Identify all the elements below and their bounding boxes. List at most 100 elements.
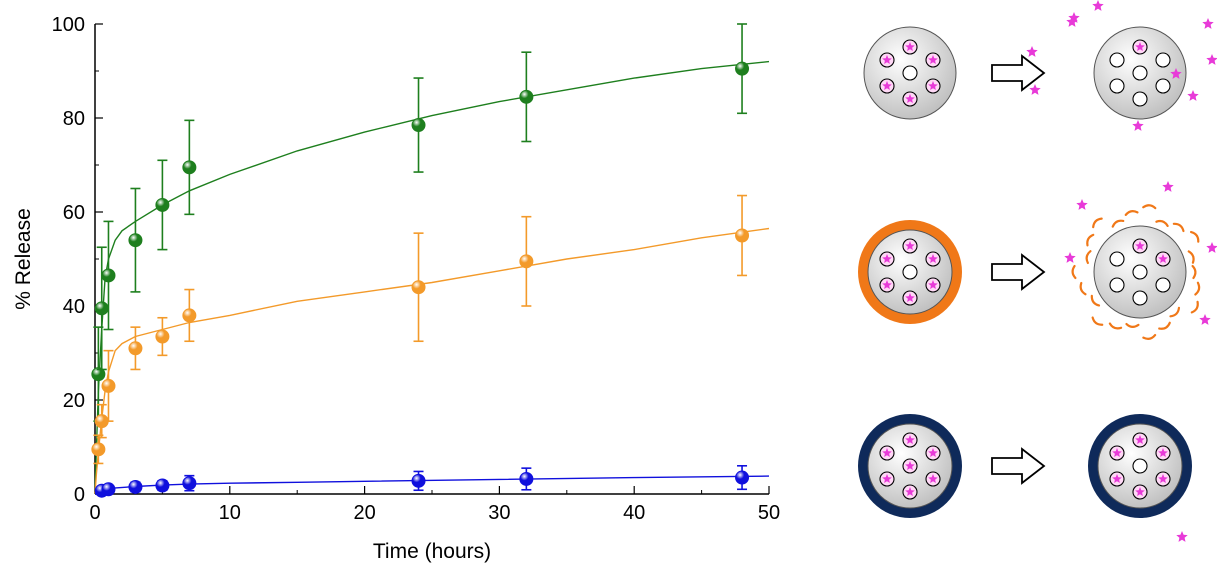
drug-star-icon bbox=[1158, 474, 1168, 483]
drug-star-icon bbox=[882, 254, 892, 263]
drug-star-icon bbox=[1135, 42, 1145, 51]
data-point bbox=[101, 482, 116, 497]
coating-fragment bbox=[1091, 316, 1104, 326]
pore bbox=[902, 65, 918, 81]
drug-star-icon bbox=[1187, 90, 1199, 101]
pore bbox=[1132, 65, 1148, 81]
particle-before bbox=[858, 220, 962, 324]
data-point bbox=[735, 61, 750, 76]
coating-fragment bbox=[1108, 322, 1123, 330]
fit-curve bbox=[94, 60, 770, 495]
y-tick-label: 80 bbox=[63, 108, 85, 130]
drug-star-icon bbox=[1199, 314, 1211, 325]
y-tick-label: 0 bbox=[74, 484, 85, 506]
data-point bbox=[182, 308, 197, 323]
release-chart: 0 10 20 30 40 50 0 20 40 60 80 100 Time (hours) % R… bbox=[12, 14, 781, 563]
y-tick-label: 40 bbox=[63, 296, 85, 318]
drug-star-icon bbox=[905, 435, 915, 444]
drug-star-icon bbox=[1206, 242, 1217, 253]
schematic-row-3 bbox=[858, 414, 1192, 542]
drug-star-icon bbox=[928, 280, 938, 289]
particle-after bbox=[1088, 414, 1192, 518]
series-0 bbox=[91, 23, 770, 495]
coating-fragment bbox=[1125, 322, 1140, 328]
pore bbox=[1109, 251, 1125, 267]
data-point bbox=[128, 341, 143, 356]
drug-star-icon bbox=[1112, 474, 1122, 483]
drug-star-icon bbox=[1170, 68, 1182, 79]
coating-fragment bbox=[1158, 321, 1171, 330]
drug-star-icon bbox=[1206, 54, 1217, 65]
pore bbox=[1155, 277, 1171, 293]
x-axis-label: Time (hours) bbox=[373, 540, 491, 563]
coating-fragment bbox=[1111, 219, 1125, 228]
pore bbox=[1109, 52, 1125, 68]
coating-fragment bbox=[1071, 264, 1077, 280]
drug-star-icon bbox=[1158, 448, 1168, 457]
x-tick-label: 20 bbox=[353, 502, 375, 524]
drug-star-icon bbox=[1092, 0, 1104, 11]
drug-star-icon bbox=[928, 81, 938, 90]
drug-star-icon bbox=[928, 55, 938, 64]
data-point bbox=[155, 329, 170, 344]
drug-star-icon bbox=[1176, 531, 1188, 542]
schematic-row-2 bbox=[858, 16, 1217, 340]
coating-fragment bbox=[1172, 222, 1185, 233]
coating-fragment bbox=[1124, 209, 1139, 216]
fit-curve bbox=[94, 227, 770, 495]
drug-star-icon bbox=[1135, 241, 1145, 250]
chart-axes: 0 10 20 30 40 50 0 20 40 60 80 100 bbox=[52, 14, 781, 524]
data-point bbox=[411, 473, 426, 488]
pore bbox=[1132, 458, 1148, 474]
drug-star-icon bbox=[928, 448, 938, 457]
data-point bbox=[182, 476, 197, 491]
coating-fragment bbox=[1142, 333, 1157, 340]
pore bbox=[1132, 264, 1148, 280]
drug-star-icon bbox=[1132, 120, 1144, 131]
chart-series-layer bbox=[91, 23, 770, 498]
data-point bbox=[411, 118, 426, 133]
coating-fragment bbox=[1155, 219, 1169, 227]
pore bbox=[1132, 91, 1148, 107]
pore bbox=[1109, 277, 1125, 293]
arrow-right-icon bbox=[991, 447, 1046, 485]
coating-fragment bbox=[1187, 250, 1195, 264]
coating-fragments bbox=[1071, 204, 1201, 340]
drug-star-icon bbox=[1026, 46, 1038, 57]
drug-star-icon bbox=[905, 94, 915, 103]
schematic-layer bbox=[858, 0, 1217, 542]
pore bbox=[1132, 290, 1148, 306]
drug-star-icon bbox=[882, 280, 892, 289]
drug-star-icon bbox=[882, 474, 892, 483]
schematic-row-1 bbox=[863, 0, 1217, 131]
drug-star-icon bbox=[928, 254, 938, 263]
coating-fragment bbox=[1090, 294, 1101, 307]
drug-star-icon bbox=[1135, 487, 1145, 496]
drug-star-icon bbox=[1158, 254, 1168, 263]
data-point bbox=[94, 301, 109, 316]
drug-star-icon bbox=[905, 487, 915, 496]
coating-fragment bbox=[1191, 264, 1197, 280]
pore bbox=[1109, 78, 1125, 94]
drug-star-icon bbox=[1135, 435, 1145, 444]
drug-star-icon bbox=[1162, 181, 1174, 192]
coating-fragment bbox=[1142, 204, 1157, 210]
drug-star-icon bbox=[928, 474, 938, 483]
coating-fragment bbox=[1189, 230, 1200, 243]
drug-star-icon bbox=[905, 42, 915, 51]
pore bbox=[1155, 52, 1171, 68]
coating-fragment bbox=[1190, 300, 1199, 314]
y-tick-label: 60 bbox=[63, 202, 85, 224]
data-point bbox=[519, 89, 534, 104]
data-point bbox=[519, 254, 534, 269]
coating-fragment bbox=[1079, 281, 1087, 296]
x-tick-label: 10 bbox=[219, 502, 241, 524]
data-point bbox=[101, 378, 116, 393]
coating-fragment bbox=[1092, 217, 1103, 229]
y-axis-label: % Release bbox=[12, 208, 35, 310]
drug-star-icon bbox=[882, 81, 892, 90]
x-tick-label: 30 bbox=[488, 502, 510, 524]
y-tick-label: 20 bbox=[63, 390, 85, 412]
data-point bbox=[735, 470, 750, 485]
drug-star-icon bbox=[1066, 16, 1078, 27]
